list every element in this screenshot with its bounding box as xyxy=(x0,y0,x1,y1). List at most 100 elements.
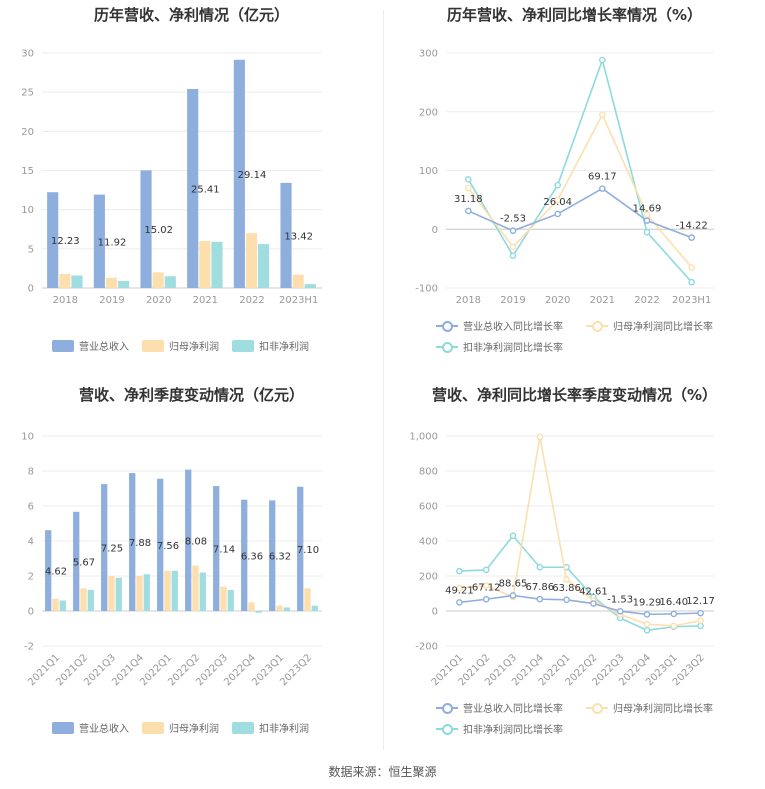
legend-line-icon xyxy=(436,702,458,714)
bar-netprofit xyxy=(199,241,211,288)
series-point xyxy=(563,576,570,583)
legend-label: 归母净利润 xyxy=(169,342,219,353)
y-tick-label: 6 xyxy=(28,502,34,513)
legend-item-deducted[interactable]: 扣非净利润 xyxy=(232,720,309,735)
data-label: 7.10 xyxy=(297,545,319,556)
bar-revenue xyxy=(129,473,136,611)
x-tick-label: 2020 xyxy=(146,295,171,306)
series-point xyxy=(643,228,651,236)
bar-netprofit xyxy=(276,605,283,611)
bar-revenue xyxy=(185,469,192,611)
series-point xyxy=(509,532,517,540)
data-label: 13.42 xyxy=(284,231,313,242)
legend-item-deducted[interactable]: 扣非净利润 xyxy=(232,338,309,353)
y-tick-label: -2 xyxy=(24,642,34,653)
data-label: 26.04 xyxy=(543,197,572,208)
legend-item-deducted-growth[interactable]: 扣非净利润同比增长率 xyxy=(436,339,563,354)
chart-title: 历年营收、净利同比增长率情况（%） xyxy=(446,6,703,24)
series-point xyxy=(643,611,651,618)
series-point xyxy=(643,620,651,628)
legend-item-deducted-growth[interactable]: 扣非净利润同比增长率 xyxy=(436,721,563,736)
data-label: 7.25 xyxy=(101,544,123,555)
legend-label: 扣非净利润 xyxy=(259,342,309,353)
bar-netprofit xyxy=(105,277,118,288)
legend-item-revenue[interactable]: 营业总收入 xyxy=(52,338,129,353)
legend-item-revenue[interactable]: 营业总收入 xyxy=(52,720,129,735)
series-point xyxy=(599,111,606,118)
bar-deducted xyxy=(59,600,66,611)
series-point xyxy=(697,617,704,624)
legend-item-netprofit-growth[interactable]: 归母净利润同比增长率 xyxy=(586,318,713,333)
legend-label: 归母净利润同比增长率 xyxy=(613,322,713,333)
series-point xyxy=(590,600,597,607)
series-point xyxy=(456,584,463,592)
x-tick-label: 2018 xyxy=(53,295,78,306)
legend-item-netprofit[interactable]: 归母净利润 xyxy=(142,720,219,735)
legend-line-icon xyxy=(586,702,608,714)
bar-revenue xyxy=(93,194,105,288)
data-label: 42.61 xyxy=(579,587,608,598)
bar-revenue xyxy=(269,500,276,611)
data-label: 67.86 xyxy=(525,582,554,593)
y-tick-label: 400 xyxy=(419,537,438,548)
bar-revenue xyxy=(140,170,152,288)
series-point xyxy=(670,622,678,630)
line-chart-svg: -100 0 100 200 300 2018 2019 2020 2021 2022 2023H1… xyxy=(415,49,714,306)
data-label: 25.41 xyxy=(191,184,220,195)
legend-label: 扣非净利润同比增长率 xyxy=(463,725,563,736)
series-point xyxy=(465,176,472,183)
bar-deducted xyxy=(283,607,290,611)
data-label: 88.65 xyxy=(499,578,528,589)
bar-revenue xyxy=(213,486,220,611)
x-tick-label: 2022 xyxy=(634,295,659,306)
quarterly-growth-rate-chart: 营收、净利同比增长率季度变动情况（%） -200 0 200 400 600 800 1,0… xyxy=(384,380,765,750)
chart-title: 营收、净利同比增长率季度变动情况（%） xyxy=(431,386,718,404)
series-point xyxy=(697,609,704,617)
bar-netprofit xyxy=(136,576,143,611)
series-point xyxy=(688,278,695,286)
bar-netprofit xyxy=(220,586,227,611)
legend-item-netprofit[interactable]: 归母净利润 xyxy=(142,338,219,353)
bar-netprofit xyxy=(292,274,304,288)
series-point xyxy=(554,210,561,218)
x-tick-label: 2019 xyxy=(500,295,525,306)
data-label: 19.29 xyxy=(633,597,662,608)
data-label: 15.02 xyxy=(144,225,173,236)
bar-revenue xyxy=(47,192,59,288)
series-point xyxy=(688,234,695,241)
series-point xyxy=(599,56,606,64)
annual-revenue-profit-chart: 历年营收、净利情况（亿元） 0 5 10 15 20 25 30 2018 2019 2020 20… xyxy=(0,0,383,370)
bar-netprofit xyxy=(80,588,87,611)
legend-label: 营业总收入 xyxy=(79,724,129,735)
legend-item-revenue-growth[interactable]: 营业总收入同比增长率 xyxy=(436,700,563,715)
series-point xyxy=(465,184,472,192)
series-point xyxy=(482,566,490,574)
y-tick-label: 200 xyxy=(419,107,438,118)
x-tick-label: 2023H1 xyxy=(279,295,318,306)
legend-swatch-netprofit xyxy=(142,721,164,734)
data-label: 7.88 xyxy=(129,538,151,549)
series-point xyxy=(509,252,517,259)
legend-line-icon xyxy=(586,320,608,332)
bar-deducted xyxy=(304,284,316,288)
legend-line-icon xyxy=(436,723,458,735)
series-point xyxy=(697,622,704,630)
chart-title: 营收、净利季度变动情况（亿元） xyxy=(78,386,304,404)
data-label: 63.86 xyxy=(552,583,581,594)
y-tick-label: 25 xyxy=(21,88,34,99)
bar-netprofit xyxy=(52,598,59,611)
y-tick-label: 300 xyxy=(419,49,438,60)
series-point xyxy=(536,563,544,571)
data-label: -14.22 xyxy=(676,221,708,232)
series-line-deducted xyxy=(467,57,693,283)
series-point xyxy=(643,626,651,634)
bar-revenue xyxy=(241,499,248,611)
series-point xyxy=(456,567,463,575)
series-point xyxy=(554,181,561,189)
legend-item-netprofit-growth[interactable]: 归母净利润同比增长率 xyxy=(586,700,713,715)
legend-label: 扣非净利润同比增长率 xyxy=(463,343,563,354)
legend-item-revenue-growth[interactable]: 营业总收入同比增长率 xyxy=(436,318,563,333)
x-tick-label: 2020 xyxy=(545,295,570,306)
data-label: 6.32 xyxy=(269,552,291,563)
data-label: 29.14 xyxy=(238,170,267,181)
